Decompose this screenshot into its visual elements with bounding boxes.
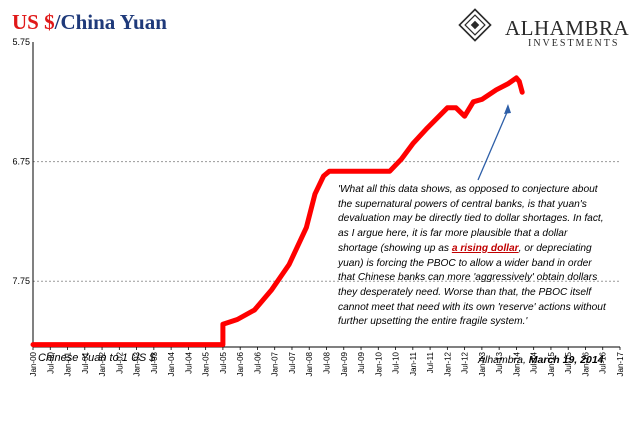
source-author: Alhambra, <box>478 354 529 366</box>
x-tick-label: Jul-07 <box>288 351 297 373</box>
x-tick-label: Jan-03 <box>133 351 142 376</box>
logo-name: ALHAMBRA <box>505 16 630 40</box>
quote-before: 'What all this data shows, as opposed to… <box>338 184 604 254</box>
chart-title: US $/China Yuan <box>12 10 167 35</box>
x-tick-label: Jul-05 <box>219 351 228 373</box>
x-tick-label: Jan-09 <box>340 351 349 376</box>
quote-text: 'What all this data shows, as opposed to… <box>338 183 608 330</box>
x-tick-label: Jan-14 <box>512 351 521 376</box>
x-tick-label: Jan-01 <box>64 351 73 376</box>
x-tick-label: Jan-04 <box>167 351 176 376</box>
quote-after: , or depreciating yuan) is forcing the P… <box>338 242 606 328</box>
y-tick-labels: 5.75 6.75 7.75 <box>12 37 30 286</box>
x-tick-label: Jan-13 <box>478 351 487 376</box>
x-tick-label: Jul-12 <box>461 351 470 373</box>
chart-title-part2: /China Yuan <box>54 10 167 34</box>
annotation <box>477 104 511 181</box>
x-tick-label: Jul-06 <box>253 351 262 373</box>
x-tick-label: Jan-06 <box>236 351 245 376</box>
annotation-arrowhead <box>504 104 511 114</box>
annotation-arrow <box>477 109 509 181</box>
x-tick-label: Jul-15 <box>564 351 573 373</box>
x-tick-label: Jul-16 <box>599 351 608 373</box>
x-tick-label: Jan-07 <box>271 351 280 376</box>
x-tick-label: Jul-02 <box>115 351 124 373</box>
x-tick-labels: Jan-00 Jul-00 Jan-01 Jul-01 Jan-02 Jul-02 Jan-… <box>29 347 625 376</box>
x-tick-label: Jul-01 <box>81 351 90 373</box>
x-tick-label: Jul-09 <box>357 351 366 373</box>
x-tick-label: Jan-10 <box>374 351 383 376</box>
series-group <box>30 75 525 348</box>
source-date: March 19, 2014 <box>528 354 604 366</box>
x-tick-label: Jul-03 <box>150 351 159 373</box>
x-tick-label: Jul-04 <box>184 351 193 373</box>
quote-highlight: a rising dollar <box>451 242 519 254</box>
x-tick-label: Jan-17 <box>616 351 625 376</box>
chart-title-part1: US $ <box>12 10 55 34</box>
y-tick-label: 7.75 <box>12 276 30 286</box>
x-tick-label: Jan-00 <box>29 351 38 376</box>
series-line <box>30 75 525 348</box>
x-tick-label: Jul-00 <box>46 351 55 373</box>
x-tick-label: Jan-11 <box>409 351 418 375</box>
x-tick-label: Jan-16 <box>581 351 590 376</box>
grid <box>33 161 620 282</box>
source-label: Alhambra, March 19, 2014 <box>478 354 604 366</box>
x-tick-label: Jul-11 <box>426 351 435 373</box>
x-tick-label: Jan-12 <box>443 351 452 376</box>
x-tick-label: Jan-15 <box>547 351 556 376</box>
x-tick-label: Jul-10 <box>392 351 401 373</box>
x-tick-label: Jul-08 <box>323 351 332 373</box>
x-tick-label: Jan-08 <box>305 351 314 376</box>
x-tick-label: Jan-02 <box>98 351 107 376</box>
alhambra-logo-icon <box>458 8 492 42</box>
x-tick-label: Jul-13 <box>495 351 504 373</box>
y-tick-label: 5.75 <box>12 37 30 47</box>
series-label: Chinese Yuan to 1 US $ <box>38 352 156 364</box>
x-tick-label: Jul-14 <box>530 351 539 373</box>
y-tick-label: 6.75 <box>12 157 30 167</box>
x-tick-label: Jan-05 <box>202 351 211 376</box>
logo-sub: INVESTMENTS <box>528 38 620 49</box>
